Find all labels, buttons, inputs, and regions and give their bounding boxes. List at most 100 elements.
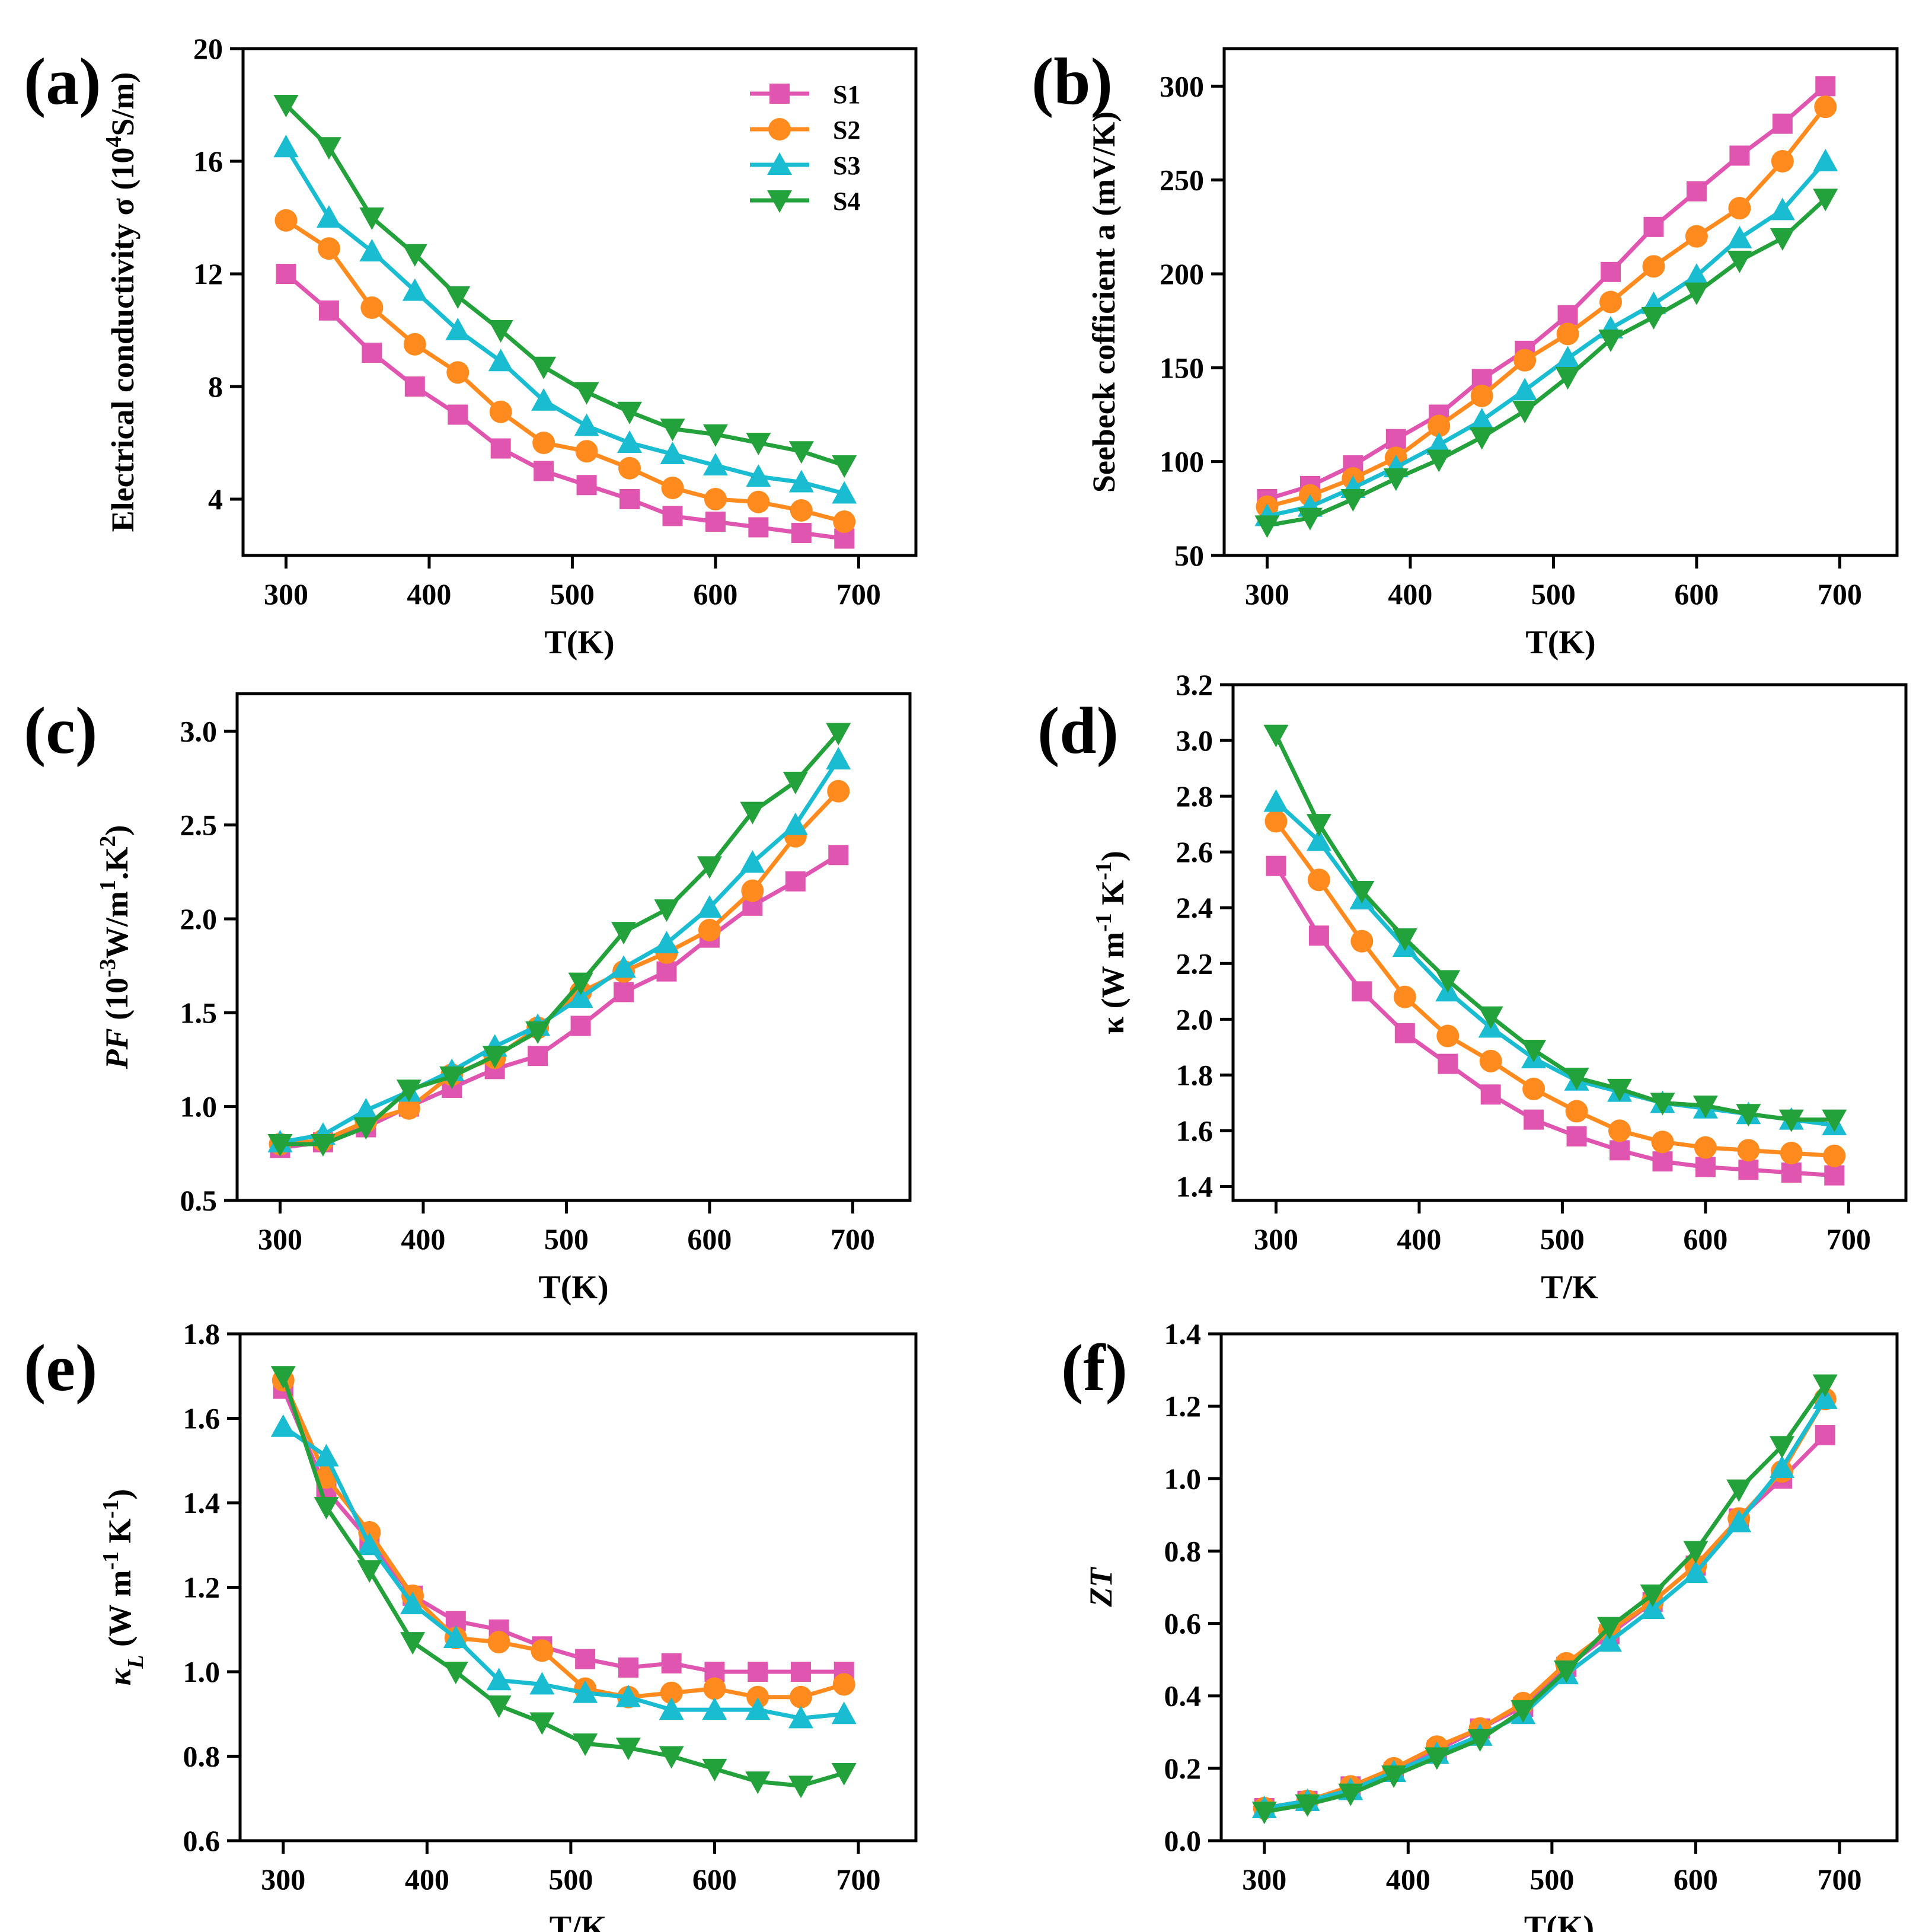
x-tick-label: 400 xyxy=(1388,577,1432,611)
data-point-S4 xyxy=(1822,1109,1847,1132)
data-point-S3 xyxy=(1306,828,1331,851)
y-tick-label: 100 xyxy=(1160,445,1204,478)
data-point-S1 xyxy=(748,1662,768,1682)
x-tick-label: 500 xyxy=(1531,577,1576,611)
data-point-S2 xyxy=(487,1631,510,1654)
data-point-S4 xyxy=(1383,468,1409,491)
data-point-S2 xyxy=(789,1685,812,1709)
y-axis-label-part: -1 xyxy=(1091,913,1116,932)
y-axis-label: ZT xyxy=(1083,1567,1119,1608)
plot-frame xyxy=(238,1332,918,1842)
data-point-S4 xyxy=(702,1758,727,1781)
data-point-S1 xyxy=(318,300,339,321)
data-point-S3 xyxy=(1640,1596,1665,1620)
x-tick-label: 500 xyxy=(544,1222,589,1256)
data-point-S4 xyxy=(529,1712,555,1735)
data-point-S3 xyxy=(617,430,643,453)
x-tick-label: 500 xyxy=(548,1863,593,1896)
panel-label: (d) xyxy=(1037,694,1119,768)
y-axis-label-part: 1 xyxy=(95,880,120,891)
x-axis-label: T(K) xyxy=(1524,1909,1594,1932)
x-tick-label: 700 xyxy=(831,1222,875,1256)
legend: S1 S2 S3 S4 xyxy=(750,80,860,216)
y-axis-label-part: -1 xyxy=(98,1551,123,1570)
data-point-S1 xyxy=(1729,145,1750,166)
data-point-S3 xyxy=(1596,1629,1622,1652)
data-point-S4 xyxy=(1650,1093,1675,1116)
y-tick-label: 1.4 xyxy=(183,1486,221,1519)
data-point-S3 xyxy=(488,349,513,372)
data-point-S4 xyxy=(316,137,341,160)
x-axis-label: T(K) xyxy=(1525,624,1595,661)
data-point-S4 xyxy=(273,95,299,117)
data-point-S3 xyxy=(1769,1455,1794,1478)
data-point-S4 xyxy=(788,1775,813,1799)
data-point-S3 xyxy=(359,239,385,261)
y-tick-label: 1.5 xyxy=(180,996,218,1029)
x-tick-label: 300 xyxy=(1242,1863,1286,1896)
data-point-S1 xyxy=(404,376,425,397)
series-line-S4 xyxy=(1264,1383,1827,1814)
legend-marker-S4 xyxy=(767,190,792,213)
y-tick-label: 16 xyxy=(193,145,223,178)
y-axis-label-part: 2 xyxy=(95,836,120,847)
data-point-S2 xyxy=(1685,225,1708,248)
data-point-S4 xyxy=(267,1134,293,1157)
panel-label: (b) xyxy=(1032,45,1113,119)
data-point-S4 xyxy=(654,899,679,922)
data-point-S1 xyxy=(1610,1140,1630,1161)
y-axis-label: κL (W m-1 K-1) xyxy=(98,1489,148,1686)
data-point-S4 xyxy=(486,1695,512,1718)
y-tick-label: 1.8 xyxy=(183,1317,221,1350)
x-axis-label: T/K xyxy=(1541,1269,1598,1306)
x-tick-label: 700 xyxy=(1818,577,1862,611)
data-point-S1 xyxy=(534,461,554,481)
y-axis-label-part: κ (W m xyxy=(1095,932,1131,1034)
legend-marker-S1 xyxy=(769,84,790,104)
data-point-S3 xyxy=(702,453,728,475)
legend-label-S4: S4 xyxy=(833,187,860,216)
series-line-S1 xyxy=(1274,864,1835,1178)
data-point-S4 xyxy=(1512,401,1538,424)
panel-label: (e) xyxy=(24,1331,97,1405)
data-point-S3 xyxy=(574,413,599,436)
data-point-S3 xyxy=(1683,1560,1709,1583)
data-point-S4 xyxy=(314,1497,339,1520)
data-point-S4 xyxy=(1435,970,1461,993)
y-tick-label: 2.5 xyxy=(180,809,218,842)
data-point-S4 xyxy=(353,1117,379,1140)
x-tick-label: 400 xyxy=(1397,1222,1441,1256)
data-point-S4 xyxy=(615,1738,641,1761)
data-point-S2 xyxy=(274,209,298,232)
data-point-S2 xyxy=(1307,868,1330,892)
x-tick-label: 600 xyxy=(687,1222,732,1256)
data-point-S2 xyxy=(832,1673,855,1696)
y-tick-label: 1.2 xyxy=(1164,1390,1202,1423)
y-tick-label: 0.5 xyxy=(180,1184,218,1217)
data-point-S3 xyxy=(1770,197,1795,221)
data-point-S4 xyxy=(1778,1109,1804,1132)
data-point-S3 xyxy=(1426,432,1452,455)
data-point-S2 xyxy=(1264,810,1288,833)
data-point-S3 xyxy=(654,931,679,954)
y-axis-label-part: K xyxy=(1095,880,1131,914)
data-point-S3 xyxy=(831,1701,857,1725)
data-point-S3 xyxy=(1726,1509,1752,1532)
data-point-S2 xyxy=(575,440,598,463)
data-point-S1 xyxy=(1385,429,1406,449)
data-point-S4 xyxy=(270,1366,296,1389)
data-point-S4 xyxy=(1812,1374,1838,1397)
data-point-S4 xyxy=(396,1080,421,1103)
panel-b: (b) 300 400 500 600 700 50 100 150 200 250 300 T(K) S… xyxy=(1032,45,1899,661)
y-axis-label-part: -1 xyxy=(1091,861,1116,880)
data-point-S4 xyxy=(1770,228,1795,251)
data-point-S4 xyxy=(611,922,637,945)
panel-label: (c) xyxy=(24,694,97,768)
x-axis-label: T/K xyxy=(550,1909,607,1932)
data-point-S4 xyxy=(1297,507,1323,531)
data-point-S3 xyxy=(611,955,637,978)
y-axis-label: Seebeck cofficient a (mV/K) xyxy=(1086,111,1122,493)
data-point-S3 xyxy=(1684,263,1709,286)
data-point-S4 xyxy=(531,356,557,379)
data-point-S2 xyxy=(1393,985,1416,1008)
